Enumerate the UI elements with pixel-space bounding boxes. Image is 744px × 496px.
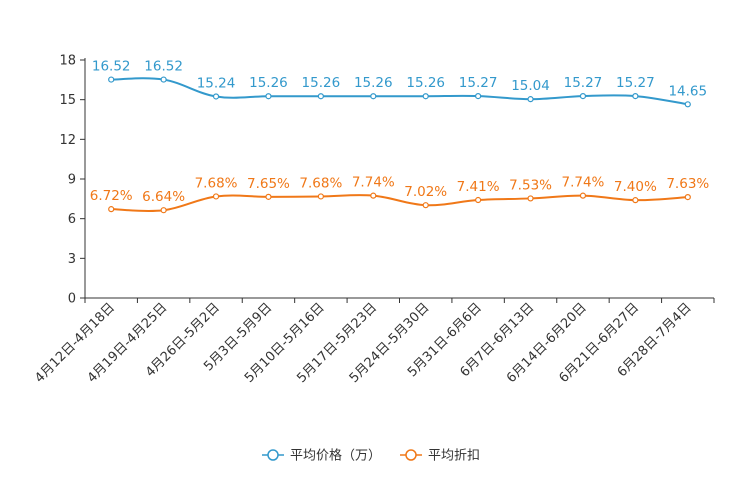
data-label: 7.63% (666, 176, 709, 192)
series-1: 16.52 16.52 15.24 15.26 15.26 15.26 15.26 15.27… (92, 59, 707, 108)
data-label: 6.72% (90, 188, 133, 204)
y-tick-label: 3 (68, 252, 76, 267)
data-point[interactable] (632, 92, 639, 100)
legend-marker (405, 449, 417, 461)
data-point[interactable] (317, 93, 324, 100)
data-label: 15.24 (197, 75, 236, 91)
data-point[interactable] (160, 207, 167, 214)
legend-label: 平均折扣 (428, 449, 480, 464)
data-point[interactable] (632, 197, 639, 204)
data-point[interactable] (475, 196, 482, 204)
data-point[interactable] (422, 202, 429, 209)
data-label: 15.26 (249, 75, 288, 91)
data-label: 15.26 (302, 75, 341, 91)
data-point[interactable] (422, 93, 429, 100)
data-label: 7.41% (457, 179, 500, 195)
y-tick-label: 0 (68, 292, 76, 307)
x-axis: 4月12日-4月18日4月19日-4月25日4月26日-5月2日5月3日-5月9… (32, 297, 715, 386)
data-label: 7.53% (509, 177, 552, 193)
data-point[interactable] (370, 93, 377, 100)
data-point[interactable] (160, 76, 167, 83)
y-tick-label: 6 (68, 212, 76, 227)
data-point[interactable] (108, 76, 115, 83)
data-point[interactable] (265, 93, 272, 100)
legend-marker (267, 449, 279, 461)
data-point[interactable] (475, 92, 482, 100)
data-label: 7.74% (562, 175, 605, 191)
data-point[interactable] (527, 195, 534, 202)
data-point[interactable] (212, 193, 220, 200)
series-line (111, 77, 688, 106)
data-label: 15.04 (511, 78, 550, 94)
data-point[interactable] (684, 194, 691, 201)
legend: 平均价格（万） 平均折扣 (262, 448, 480, 464)
data-label: 7.65% (247, 176, 290, 192)
data-label: 15.26 (354, 75, 393, 91)
legend-label: 平均价格（万） (290, 448, 381, 464)
data-point[interactable] (265, 193, 272, 200)
legend-item-1[interactable]: 平均价格（万） (262, 448, 381, 464)
data-point[interactable] (579, 192, 587, 199)
data-label: 16.52 (92, 59, 131, 75)
legend-item-2[interactable]: 平均折扣 (400, 449, 480, 464)
data-label: 7.68% (195, 175, 238, 191)
data-label: 6.64% (142, 189, 185, 205)
data-label: 7.02% (404, 184, 447, 200)
data-point[interactable] (527, 96, 534, 103)
data-label: 7.40% (614, 179, 657, 195)
series-2: 6.72% 6.64% 7.68% 7.65% 7.68% 7.74% 7.02% 7.41%… (90, 175, 709, 214)
y-tick-label: 12 (59, 133, 76, 148)
data-label: 7.68% (299, 175, 342, 191)
data-label: 14.65 (668, 83, 707, 99)
data-label: 15.27 (616, 75, 655, 91)
y-tick-label: 9 (68, 173, 76, 188)
data-point[interactable] (212, 93, 220, 100)
series-line (111, 194, 688, 213)
data-label: 7.74% (352, 175, 395, 191)
data-label: 15.26 (406, 75, 445, 91)
data-point[interactable] (684, 101, 691, 108)
series-layer: 16.52 16.52 15.24 15.26 15.26 15.26 15.26 15.27… (90, 59, 709, 214)
data-point[interactable] (370, 192, 377, 199)
data-label: 15.27 (459, 75, 498, 91)
data-point[interactable] (108, 206, 115, 213)
data-point[interactable] (579, 92, 587, 100)
y-axis: 0 3 6 9 12 15 18 (59, 54, 86, 307)
data-label: 15.27 (564, 75, 603, 91)
y-tick-label: 15 (59, 93, 76, 108)
data-point[interactable] (317, 193, 324, 200)
y-tick-label: 18 (59, 54, 76, 69)
data-label: 16.52 (144, 59, 183, 75)
